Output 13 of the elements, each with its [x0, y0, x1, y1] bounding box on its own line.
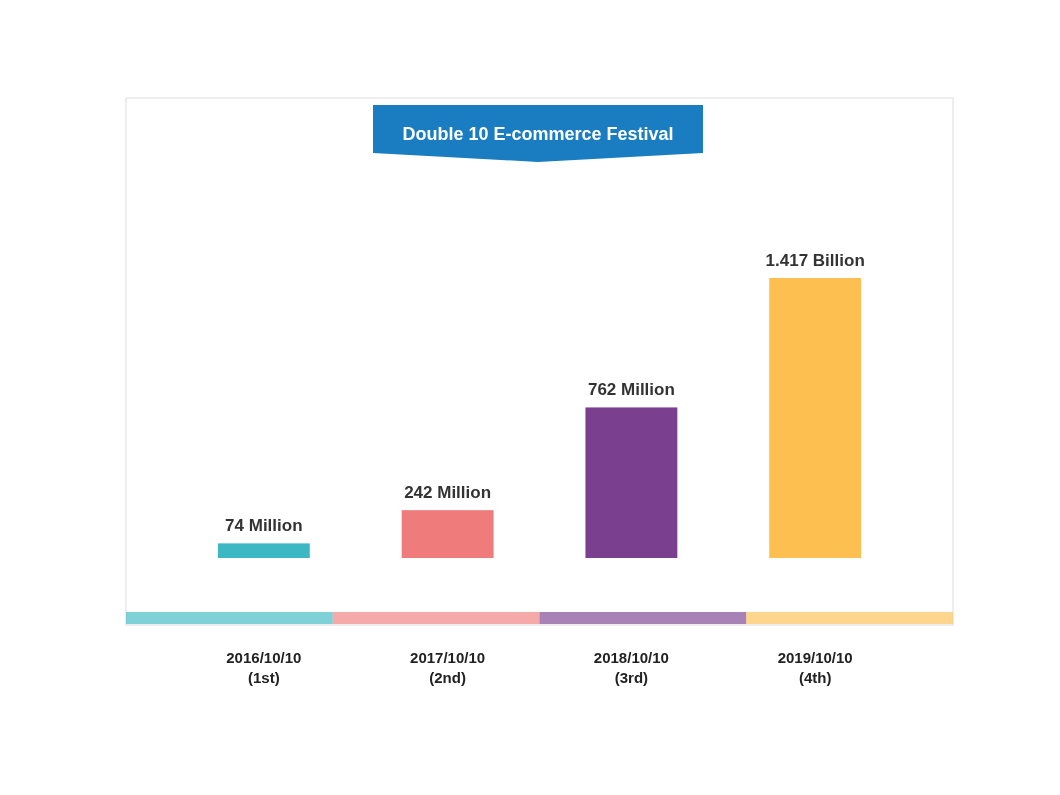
data-label: 762 Million: [587, 380, 675, 400]
x-tick-label: 2018/10/10 (3rd): [593, 649, 669, 686]
x-tick-label: 2017/10/10 (2nd): [410, 649, 486, 686]
data-label: 1.417 Billion: [765, 251, 865, 270]
x-tick-label: 2016/10/10 (1st): [226, 649, 302, 686]
bar: [217, 543, 310, 558]
bar: [769, 278, 862, 558]
data-label: 242 Million: [404, 483, 492, 503]
bar: [401, 510, 494, 558]
x-tick-label: 2019/10/10 (4th): [777, 649, 853, 686]
bar: [585, 407, 678, 558]
data-label: 74 Million: [225, 516, 303, 536]
chart-title: Double 10 E-commerce Festival: [402, 124, 674, 144]
